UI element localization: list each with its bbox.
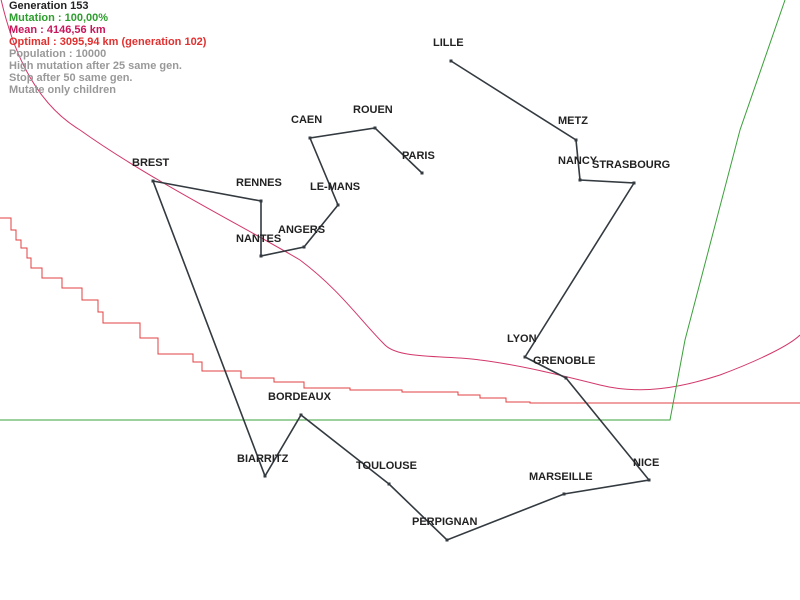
city-label-rouen: ROUEN [353, 104, 393, 116]
stats-panel: Generation 153 Mutation : 100,00% Mean :… [9, 0, 206, 96]
city-marker-paris [420, 171, 424, 175]
city-label-lyon: LYON [507, 333, 537, 345]
city-marker-brest [151, 179, 155, 183]
high-mutation-option: High mutation after 25 same gen. [9, 60, 182, 72]
city-marker-toulouse [387, 482, 391, 486]
city-label-brest: BREST [132, 157, 170, 169]
city-marker-lyon [523, 355, 527, 359]
city-marker-angers [302, 245, 306, 249]
route-path [151, 60, 651, 541]
generation-text: Generation 153 [9, 0, 89, 12]
city-marker-caen [308, 136, 312, 140]
mean-distance-curve [0, 0, 800, 391]
city-marker-le-mans [336, 203, 340, 207]
city-label-marseille: MARSEILLE [529, 471, 593, 483]
stop-option: Stop after 50 same gen. [9, 72, 133, 84]
city-label-caen: CAEN [291, 114, 322, 126]
city-label-strasbourg: STRASBOURG [592, 159, 670, 171]
city-label-bordeaux: BORDEAUX [268, 391, 332, 403]
city-marker-perpignan [445, 538, 449, 542]
city-marker-biarritz [263, 474, 267, 478]
city-marker-grenoble [564, 376, 568, 380]
city-label-nancy: NANCY [558, 155, 598, 167]
city-marker-marseille [562, 492, 566, 496]
city-marker-bordeaux [299, 413, 303, 417]
city-marker-rouen [373, 126, 377, 130]
mutation-text: Mutation : 100,00% [9, 12, 109, 24]
city-marker-nice [647, 478, 651, 482]
city-label-perpignan: PERPIGNAN [412, 516, 477, 528]
mutate-children-option: Mutate only children [9, 84, 116, 96]
city-label-nice: NICE [633, 457, 659, 469]
city-label-angers: ANGERS [278, 224, 325, 236]
city-label-lille: LILLE [433, 37, 464, 49]
city-marker-nantes [259, 254, 263, 258]
city-label-rennes: RENNES [236, 177, 282, 189]
city-markers [151, 59, 651, 542]
city-label-le-mans: LE-MANS [310, 181, 360, 193]
city-label-paris: PARIS [402, 150, 435, 162]
optimal-distance-curve [0, 217, 800, 404]
mutation-rate-curve [0, 0, 786, 421]
city-marker-lille [449, 59, 453, 63]
city-label-nantes: NANTES [236, 233, 281, 245]
city-label-toulouse: TOULOUSE [356, 460, 417, 472]
city-label-grenoble: GRENOBLE [533, 355, 595, 367]
mean-text: Mean : 4146,56 km [9, 24, 106, 36]
population-text: Population : 10000 [9, 48, 107, 60]
city-label-metz: METZ [558, 115, 588, 127]
city-marker-nancy [578, 178, 582, 182]
city-label-biarritz: BIARRITZ [237, 453, 289, 465]
optimal-text: Optimal : 3095,94 km (generation 102) [9, 36, 207, 48]
city-marker-strasbourg [632, 181, 636, 185]
city-marker-metz [574, 138, 578, 142]
city-marker-rennes [259, 199, 263, 203]
